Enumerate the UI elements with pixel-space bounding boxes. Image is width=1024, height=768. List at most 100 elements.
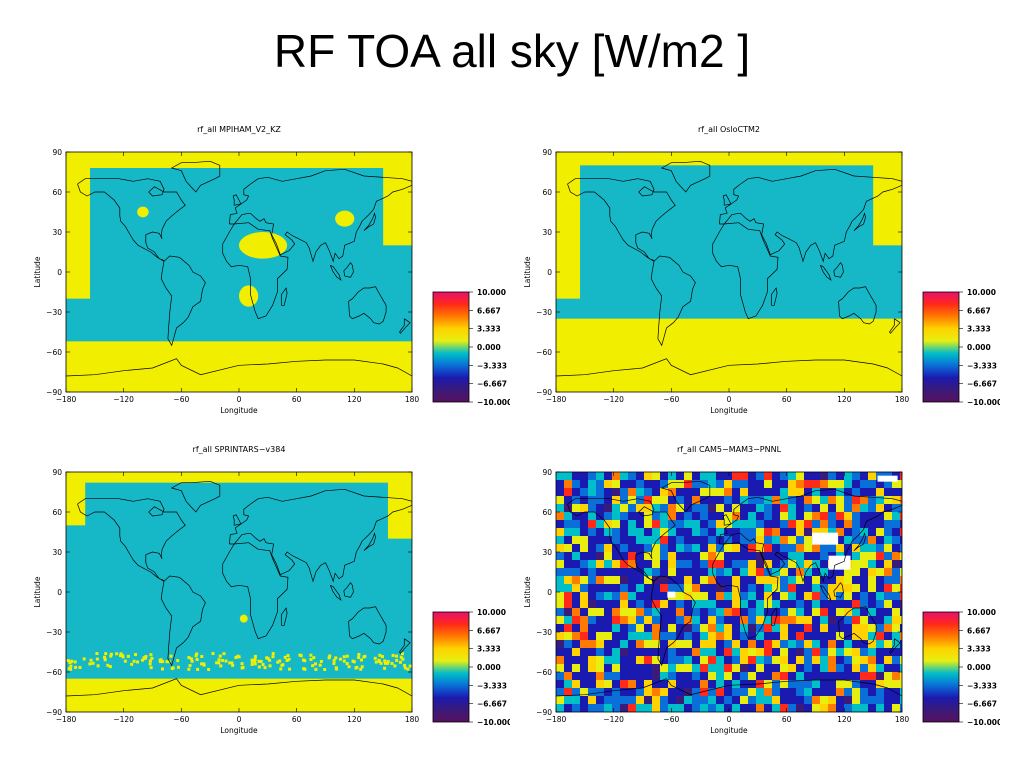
y-tick-label: −30 — [536, 628, 552, 637]
x-tick-label: 0 — [237, 395, 242, 404]
x-tick-label: −180 — [546, 715, 567, 724]
x-tick-label: 120 — [837, 395, 852, 404]
y-tick-label: 0 — [547, 588, 552, 597]
x-tick-label: 0 — [237, 715, 242, 724]
y-axis-label: Latitude — [523, 576, 532, 607]
x-axis-label: Longitude — [710, 406, 748, 415]
colorbar-label: −3.333 — [477, 361, 507, 370]
colorbar-label: −10.000 — [477, 718, 510, 727]
x-tick-label: −120 — [113, 395, 134, 404]
colorbar-label: 10.000 — [967, 288, 996, 297]
y-tick-label: −60 — [46, 668, 62, 677]
y-tick-label: 0 — [57, 588, 62, 597]
colorbar-label: −3.333 — [967, 681, 997, 690]
rf-field — [66, 472, 412, 712]
x-tick-label: 0 — [727, 395, 732, 404]
x-tick-label: 60 — [292, 715, 302, 724]
colorbar-label: 6.667 — [967, 626, 991, 635]
x-tick-label: −120 — [603, 395, 624, 404]
x-tick-label: 180 — [405, 715, 420, 724]
coastlines — [556, 160, 902, 377]
colorbar-label: 0.000 — [477, 663, 501, 672]
map-svg: rf_all CAM5−MAM3−PNNL −180 −120 −60 0 60 120 18… — [523, 445, 1000, 735]
map-svg: rf_all OsloCTM2 −180 −120 −60 0 60 120 180 90 60 3… — [523, 125, 1000, 415]
colorbar-label: −6.667 — [967, 380, 997, 389]
y-tick-label: 0 — [547, 268, 552, 277]
y-tick-label: 90 — [542, 148, 552, 157]
x-tick-label: 60 — [782, 715, 792, 724]
x-tick-label: −180 — [56, 715, 77, 724]
colorbar-label: 6.667 — [477, 306, 501, 315]
y-tick-label: −90 — [46, 388, 62, 397]
colorbar-label: −6.667 — [477, 700, 507, 709]
x-tick-label: 180 — [405, 395, 420, 404]
x-tick-label: 120 — [347, 715, 362, 724]
colorbar-label: −3.333 — [967, 361, 997, 370]
x-tick-label: −180 — [546, 395, 567, 404]
x-tick-label: −60 — [663, 395, 679, 404]
coastlines — [66, 480, 412, 697]
x-tick-label: 120 — [347, 395, 362, 404]
x-tick-label: 120 — [837, 715, 852, 724]
colorbar-label: −3.333 — [477, 681, 507, 690]
x-tick-label: −120 — [113, 715, 134, 724]
rf-field — [66, 152, 412, 392]
colorbar-label: −6.667 — [477, 380, 507, 389]
map-svg: rf_all SPRINTARS−v384 −180 −120 −60 0 60 120 18… — [33, 445, 510, 735]
coastlines — [556, 480, 902, 697]
y-tick-label: −30 — [536, 308, 552, 317]
y-tick-label: 60 — [52, 508, 62, 517]
panel-title: rf_all SPRINTARS−v384 — [193, 445, 286, 454]
y-tick-label: 60 — [542, 508, 552, 517]
y-tick-label: −30 — [46, 308, 62, 317]
x-tick-label: 60 — [292, 395, 302, 404]
colorbar-label: −6.667 — [967, 700, 997, 709]
colorbar-label: 10.000 — [477, 288, 506, 297]
y-tick-label: −60 — [536, 348, 552, 357]
y-tick-label: 60 — [52, 188, 62, 197]
x-tick-label: −60 — [663, 715, 679, 724]
colorbar-label: 3.333 — [477, 645, 501, 654]
y-tick-label: 0 — [57, 268, 62, 277]
coastlines — [66, 160, 412, 377]
colorbar-label: 0.000 — [967, 663, 991, 672]
colorbar-label: 10.000 — [967, 608, 996, 617]
y-tick-label: 60 — [542, 188, 552, 197]
slide-title: RF TOA all sky [W/m2 ] — [273, 25, 751, 77]
x-axis-label: Longitude — [220, 726, 258, 735]
y-tick-label: −60 — [46, 348, 62, 357]
x-axis-label: Longitude — [220, 406, 258, 415]
colorbar: 10.000 6.667 3.333 0.000 −3.333 −6.667 −10.000 — [922, 288, 1000, 407]
colorbar-label: 3.333 — [967, 645, 991, 654]
x-tick-label: 60 — [782, 395, 792, 404]
y-tick-label: −90 — [46, 708, 62, 717]
y-axis-label: Latitude — [33, 576, 42, 607]
y-tick-label: −90 — [536, 388, 552, 397]
colorbar-label: 6.667 — [477, 626, 501, 635]
y-tick-label: 30 — [52, 548, 62, 557]
colorbar-label: 0.000 — [477, 343, 501, 352]
colorbar-label: −10.000 — [967, 718, 1000, 727]
colorbar-label: 3.333 — [477, 325, 501, 334]
map-panel-sprintars: rf_all SPRINTARS−v384 −180 −120 −60 0 60 120 18… — [20, 438, 510, 758]
rf-field — [556, 472, 902, 712]
rf-field — [556, 152, 902, 392]
panel-title: rf_all MPIHAM_V2_KZ — [197, 125, 281, 134]
colorbar-label: 6.667 — [967, 306, 991, 315]
map-panel-mpiham: rf_all MPIHAM_V2_KZ −180 −120 −60 0 60 120 180 9… — [20, 118, 510, 438]
map-panel-oslo: rf_all OsloCTM2 −180 −120 −60 0 60 120 180 90 60 3… — [510, 118, 1000, 438]
y-axis-label: Latitude — [523, 256, 532, 287]
x-tick-label: −120 — [603, 715, 624, 724]
y-tick-label: 90 — [52, 468, 62, 477]
map-panel-cam5: rf_all CAM5−MAM3−PNNL −180 −120 −60 0 60 120 18… — [510, 438, 1000, 758]
colorbar-label: 0.000 — [967, 343, 991, 352]
colorbar: 10.000 6.667 3.333 0.000 −3.333 −6.667 −10.000 — [432, 288, 510, 407]
y-tick-label: 30 — [542, 548, 552, 557]
y-tick-label: −90 — [536, 708, 552, 717]
panel-title: rf_all CAM5−MAM3−PNNL — [677, 445, 782, 454]
x-axis-label: Longitude — [710, 726, 748, 735]
map-svg: rf_all MPIHAM_V2_KZ −180 −120 −60 0 60 120 180 9… — [33, 125, 510, 415]
y-tick-label: 30 — [52, 228, 62, 237]
x-tick-label: 0 — [727, 715, 732, 724]
x-tick-label: −60 — [173, 715, 189, 724]
